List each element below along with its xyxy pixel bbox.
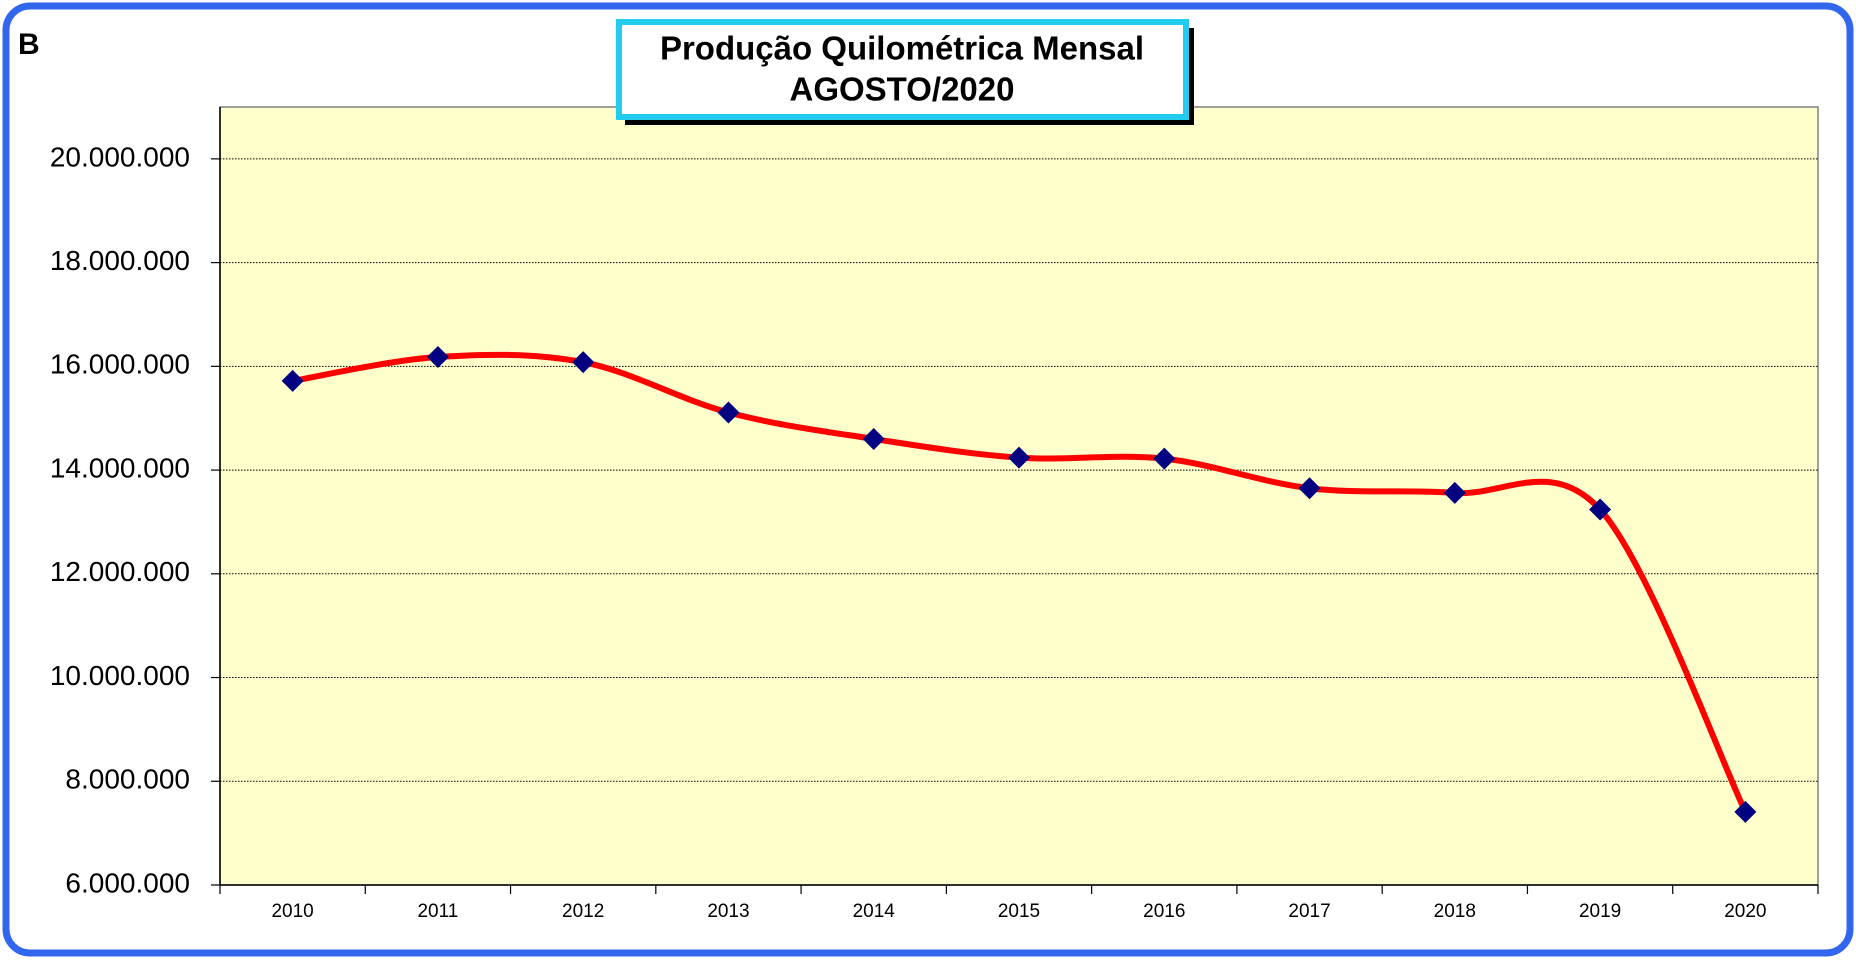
y-tick-label: 8.000.000 — [65, 764, 190, 795]
plot-area — [219, 106, 1819, 886]
x-tick-label: 2015 — [998, 901, 1040, 922]
x-tick-label: 2010 — [271, 901, 313, 922]
x-tick-label: 2017 — [1288, 901, 1330, 922]
data-point — [1443, 481, 1466, 504]
y-tick-label: 14.000.000 — [50, 452, 190, 483]
data-point — [1298, 477, 1321, 500]
y-tick-label: 6.000.000 — [65, 867, 190, 898]
y-tick-label: 20.000.000 — [50, 141, 190, 172]
x-tick-label: 2016 — [1143, 901, 1185, 922]
data-point — [1589, 498, 1612, 521]
panel-label: B — [18, 28, 40, 61]
x-tick-label: 2012 — [562, 901, 604, 922]
y-tick-label: 12.000.000 — [50, 556, 190, 587]
y-tick-label: 18.000.000 — [50, 245, 190, 276]
data-point — [572, 351, 595, 374]
data-line — [292, 351, 1749, 814]
chart-title: Produção Quilométrica Mensal — [660, 30, 1144, 67]
data-point — [1153, 447, 1176, 470]
data-point — [862, 427, 885, 450]
chart-subtitle: AGOSTO/2020 — [790, 71, 1015, 108]
data-point — [717, 401, 740, 424]
marks — [281, 345, 1757, 823]
x-tick-label: 2020 — [1724, 901, 1766, 922]
data-point — [426, 345, 449, 368]
x-tick-label: 2013 — [707, 901, 749, 922]
data-point — [1734, 800, 1757, 823]
y-tick-label: 10.000.000 — [50, 660, 190, 691]
x-tick-label: 2014 — [853, 901, 896, 922]
x-tick-label: 2019 — [1579, 901, 1621, 922]
x-tick-label: 2011 — [417, 901, 458, 922]
data-point — [281, 369, 304, 392]
title-box — [616, 19, 1189, 120]
grid — [211, 107, 1819, 894]
y-tick-label: 16.000.000 — [50, 349, 190, 380]
data-point — [1008, 446, 1030, 469]
x-tick-label: 2018 — [1434, 901, 1476, 922]
